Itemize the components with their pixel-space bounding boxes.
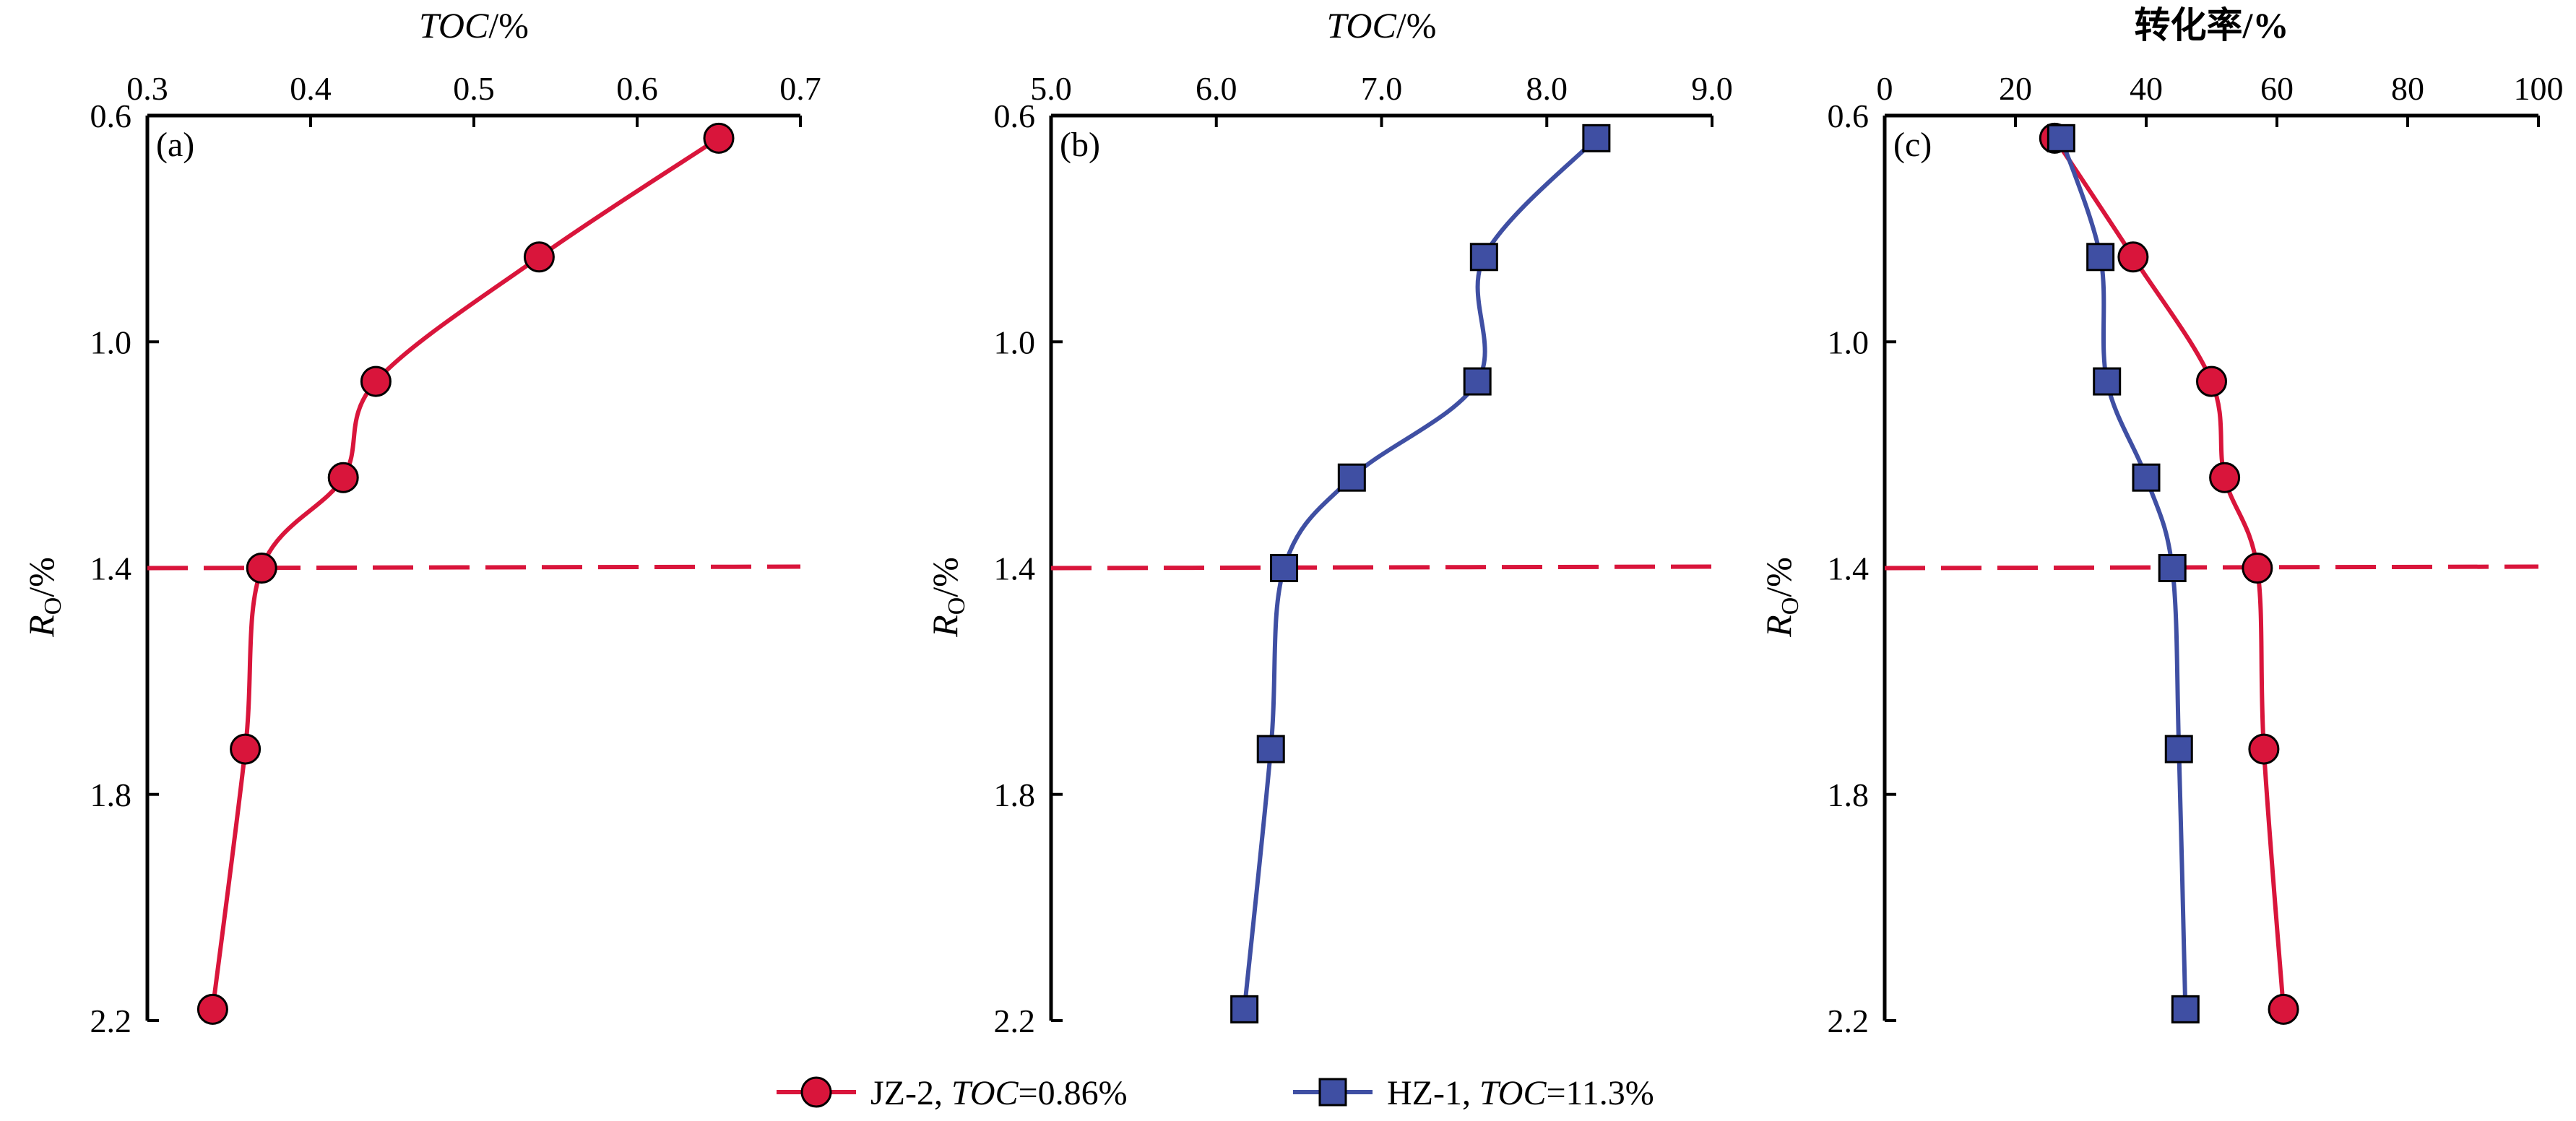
y-tick-label: 1.8 [1828,776,1870,813]
threshold-line [1050,564,1713,571]
data-point-jz2 [196,993,228,1025]
y-tick-label: 2.2 [994,1003,1036,1039]
data-point-hz1 [1230,995,1259,1023]
data-point-jz2 [327,462,359,493]
legend: JZ-2, TOC=0.86% HZ-1, TOC=11.3% [777,1074,1654,1112]
x-tick-label: 80 [2391,70,2424,107]
x-tick-label: 5.0 [1030,70,1072,107]
data-point-jz2 [230,733,262,765]
data-point-jz2 [246,553,277,584]
data-point-hz1 [1582,124,1611,152]
y-tick-label: 1.4 [90,550,132,587]
x-axis-title: 转化率/% [2135,5,2289,46]
legend-label: JZ-2, TOC=0.86% [870,1074,1128,1112]
legend-label: HZ-1, TOC=11.3% [1387,1074,1654,1112]
x-tick-label: 100 [2514,70,2564,107]
threshold-line [147,564,801,571]
y-tick-label: 0.6 [1828,98,1870,134]
y-tick-label: 1.0 [1828,324,1870,360]
y-tick-label: 1.8 [90,776,132,813]
data-point-jz2 [2196,365,2227,397]
y-tick-label: 1.8 [994,776,1036,813]
x-axis-title: TOC/% [419,5,529,46]
data-point-hz1 [1337,463,1366,492]
y-tick-label: 1.0 [994,324,1036,360]
panel-c: 0 20 40 60 80 100 0.6 1.0 1.4 1.8 2.2 (c) 转化率/% RO/% [1758,5,2564,1039]
y-tick-label: 1.0 [90,324,132,360]
x-tick-label: 0.7 [779,70,821,107]
data-point-jz2 [2117,241,2149,273]
x-tick-label: 60 [2260,70,2294,107]
y-axis-title: RO/% [925,557,970,638]
x-tick-label: 8.0 [1526,70,1568,107]
y-axis-title: RO/% [21,557,66,638]
x-tick-label: 0 [1877,70,1893,107]
data-point-hz1 [2132,463,2161,492]
y-tick-label: 1.4 [1828,550,1870,587]
y-tick-label: 1.4 [994,550,1036,587]
panel-label: (a) [156,126,194,164]
x-tick-label: 7.0 [1361,70,1403,107]
x-tick-label: 0.3 [126,70,168,107]
data-point-hz1 [2158,554,2187,582]
data-point-jz2 [523,241,555,273]
data-point-hz1 [2171,995,2200,1023]
data-point-hz1 [2086,243,2115,272]
panel-b: 5.0 6.0 7.0 8.0 9.0 0.6 1.0 1.4 1.8 2.2 (b) TOC/% RO… [925,5,1733,1039]
panel-a: 0.3 0.4 0.5 0.6 0.7 0.6 1.0 1.4 1.8 2.2 (a) TOC/% RO… [21,5,821,1039]
data-point-hz1 [1469,243,1498,272]
data-point-jz2 [2209,462,2241,493]
y-tick-label: 2.2 [1828,1003,1870,1039]
data-point-hz1 [2164,735,2193,763]
data-point-jz2 [360,365,392,397]
y-tick-label: 0.6 [90,98,132,134]
x-axis-title: TOC/% [1327,5,1437,46]
data-point-hz1 [1256,735,1285,763]
x-tick-label: 6.0 [1196,70,1237,107]
legend-item-hz1: HZ-1, TOC=11.3% [1293,1074,1654,1112]
y-tick-label: 0.6 [994,98,1036,134]
data-point-hz1 [2093,367,2122,396]
legend-item-jz2: JZ-2, TOC=0.86% [777,1074,1128,1112]
data-point-hz1 [1463,367,1492,396]
data-point-hz1 [1270,554,1299,582]
panel-label: (c) [1893,126,1932,164]
x-tick-label: 0.5 [453,70,495,107]
x-tick-label: 0.4 [290,70,332,107]
x-tick-label: 20 [1999,70,2032,107]
y-tick-label: 2.2 [90,1003,132,1039]
x-tick-label: 40 [2130,70,2163,107]
legend-marker [800,1076,832,1108]
y-axis-title: RO/% [1758,557,1804,638]
legend-marker [1318,1078,1347,1107]
x-tick-label: 0.6 [616,70,658,107]
threshold-line [1884,564,2539,571]
data-point-jz2 [2242,553,2273,584]
data-point-jz2 [2248,733,2280,765]
data-point-hz1 [2046,124,2075,152]
data-point-jz2 [703,122,735,154]
panel-label: (b) [1060,126,1100,164]
x-tick-label: 9.0 [1691,70,1733,107]
data-point-jz2 [2268,993,2299,1025]
series-line-jz2 [210,136,720,1010]
